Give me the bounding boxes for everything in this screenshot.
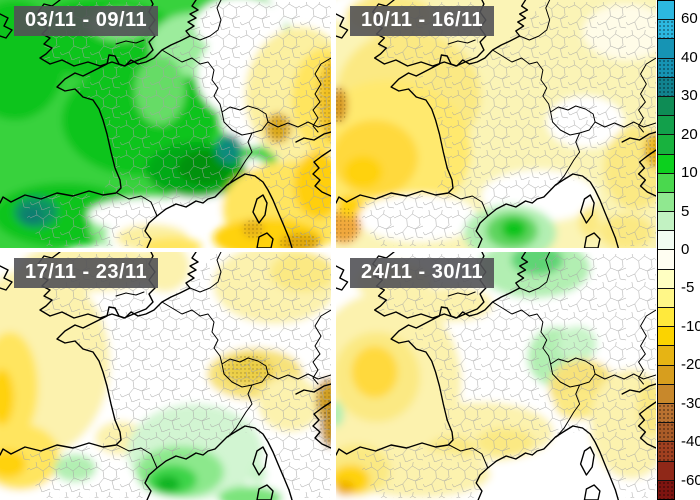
color-scale-tick-label: -10 bbox=[681, 317, 700, 335]
color-scale-tick-label: 30 bbox=[681, 87, 698, 105]
anomaly-blob-stipple bbox=[336, 87, 348, 123]
color-scale-segment bbox=[658, 423, 674, 443]
color-scale-segment bbox=[658, 212, 674, 232]
color-scale-tick-label: -40 bbox=[681, 433, 700, 451]
anomaly-blob bbox=[351, 346, 398, 398]
anomaly-blob bbox=[336, 480, 355, 496]
color-scale-segment bbox=[658, 365, 674, 385]
color-scale-segment bbox=[658, 77, 674, 97]
color-scale-segment bbox=[658, 231, 674, 251]
color-scale-segment bbox=[658, 480, 674, 499]
color-scale-segment bbox=[658, 269, 674, 289]
weather-map-week3 bbox=[0, 252, 331, 500]
color-scale-tick-label: 0 bbox=[681, 241, 690, 258]
anomaly-blob bbox=[343, 156, 383, 188]
color-scale-segment bbox=[658, 39, 674, 59]
map-panel-week1: 03/11 - 09/11 bbox=[0, 0, 331, 248]
map-panel-week4: 24/11 - 30/11 bbox=[336, 252, 656, 500]
color-scale-segment bbox=[658, 58, 674, 78]
color-scale-segment bbox=[658, 135, 674, 155]
color-scale-segment bbox=[658, 96, 674, 117]
color-scale-tick-label: -30 bbox=[681, 394, 700, 412]
anomaly-color-scale bbox=[657, 0, 675, 500]
color-scale-segment bbox=[658, 346, 674, 366]
color-scale-tick-label: 60 bbox=[681, 10, 698, 28]
color-scale-tick-labels: 60 40 30 20 10 5 0 -5 -10 -20 -30 -40 -60 bbox=[681, 0, 700, 500]
anomaly-blob bbox=[0, 450, 26, 478]
color-scale-segment bbox=[658, 442, 674, 462]
date-range-label-week4: 24/11 - 30/11 bbox=[350, 258, 495, 288]
date-range-label-week2: 10/11 - 16/11 bbox=[350, 6, 495, 36]
color-scale-tick-label: 5 bbox=[681, 202, 690, 220]
date-range-label-week3: 17/11 - 23/11 bbox=[14, 258, 159, 288]
color-scale-segment bbox=[658, 192, 674, 213]
weather-map-week1 bbox=[0, 0, 331, 248]
anomaly-blob bbox=[218, 486, 282, 500]
color-scale-segment bbox=[658, 154, 674, 174]
color-scale-segment bbox=[658, 173, 674, 193]
color-scale-tick-label: -5 bbox=[681, 279, 695, 297]
color-scale-tick-label: 40 bbox=[681, 48, 698, 66]
color-scale-segment bbox=[658, 461, 674, 481]
color-scale-segment bbox=[658, 384, 674, 404]
color-scale-segment bbox=[658, 288, 674, 308]
anomaly-blob bbox=[156, 476, 180, 492]
color-scale-segment bbox=[658, 1, 674, 21]
color-scale-tick-label: 10 bbox=[681, 164, 698, 182]
map-panel-week2: 10/11 - 16/11 bbox=[336, 0, 656, 248]
anomaly-blob-stipple bbox=[242, 220, 264, 238]
weather-map-week4 bbox=[336, 252, 656, 500]
anomaly-blob-stipple bbox=[336, 208, 362, 244]
color-scale-tick-label: -20 bbox=[681, 356, 700, 374]
color-scale-segment bbox=[658, 308, 674, 328]
color-scale-segment bbox=[658, 116, 674, 136]
color-scale-tick-label: 20 bbox=[681, 125, 698, 143]
color-scale-tick-label: -60 bbox=[681, 471, 700, 489]
anomaly-blob bbox=[336, 401, 344, 427]
anomaly-blob bbox=[142, 237, 202, 248]
date-range-label-week1: 03/11 - 09/11 bbox=[14, 6, 159, 36]
anomaly-blob bbox=[578, 207, 600, 237]
color-scale-segment bbox=[658, 20, 674, 40]
weather-map-week2 bbox=[336, 0, 656, 248]
color-scale-segment bbox=[658, 250, 674, 270]
color-scale-segment bbox=[658, 403, 674, 424]
color-scale-segment bbox=[658, 327, 674, 347]
map-panel-week3: 17/11 - 23/11 bbox=[0, 252, 331, 500]
anomaly-blob bbox=[501, 219, 527, 239]
anomaly-blob bbox=[0, 369, 14, 425]
